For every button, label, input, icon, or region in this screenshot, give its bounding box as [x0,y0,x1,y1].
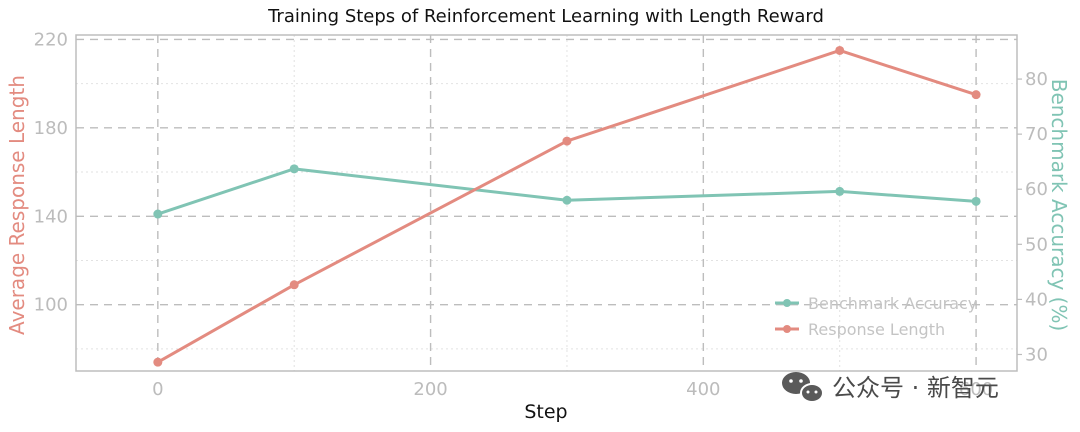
data-point-benchmark-accuracy [835,186,845,196]
legend-item-benchmark-accuracy: Benchmark Accuracy [775,294,977,313]
watermark: 公众号 · 新智元 [782,372,999,403]
y-right-axis-label: Benchmark Accuracy (%) [1047,79,1071,332]
wechat-icon [782,372,824,403]
y-left-tick-label: 100 [34,295,68,316]
data-point-response-length [153,357,163,367]
data-point-benchmark-accuracy [971,196,981,206]
data-point-benchmark-accuracy [153,209,163,219]
y-right-tick-label: 70 [1025,124,1048,145]
data-point-benchmark-accuracy [289,164,299,174]
chart-title: Training Steps of Reinforcement Learning… [267,6,824,27]
legend-label-benchmark-accuracy: Benchmark Accuracy [808,294,977,313]
data-point-response-length [835,45,845,55]
data-point-response-length [971,90,981,100]
y-left-axis-label: Average Response Length [5,75,29,335]
x-tick-label: 0 [152,379,163,400]
y-left-tick-label: 180 [34,118,68,139]
x-tick-label: 400 [686,379,720,400]
major-grid [76,35,1017,371]
y-right-axis-ticks: 30 40 50 60 70 80 [1017,69,1048,365]
y-right-tick-label: 60 [1025,179,1048,200]
x-tick-label: 600 [959,379,993,400]
data-point-benchmark-accuracy [562,195,572,205]
y-right-tick-label: 40 [1025,289,1048,310]
plot-frame [75,34,1018,372]
y-right-tick-label: 30 [1025,344,1048,365]
y-right-tick-label: 80 [1025,69,1048,90]
y-left-axis-ticks: 100 140 180 220 [34,29,68,315]
y-left-tick-label: 220 [34,29,68,50]
series-layer [153,45,981,367]
legend-label-response-length: Response Length [808,320,945,339]
minor-grid [76,35,1017,371]
legend-item-response-length: Response Length [775,320,945,339]
x-tick-label: 200 [413,379,447,400]
watermark-text: 公众号 · 新智元 [832,374,999,402]
x-axis-ticks: 0 200 400 600 [152,379,993,400]
legend-marker-response-length [783,325,791,333]
y-right-tick-label: 50 [1025,234,1048,255]
legend-marker-benchmark-accuracy [783,299,791,307]
x-axis-label: Step [524,401,567,423]
legend: Benchmark Accuracy Response Length [775,294,977,339]
data-point-response-length [562,136,572,146]
data-point-response-length [289,280,299,290]
y-left-tick-label: 140 [34,206,68,227]
